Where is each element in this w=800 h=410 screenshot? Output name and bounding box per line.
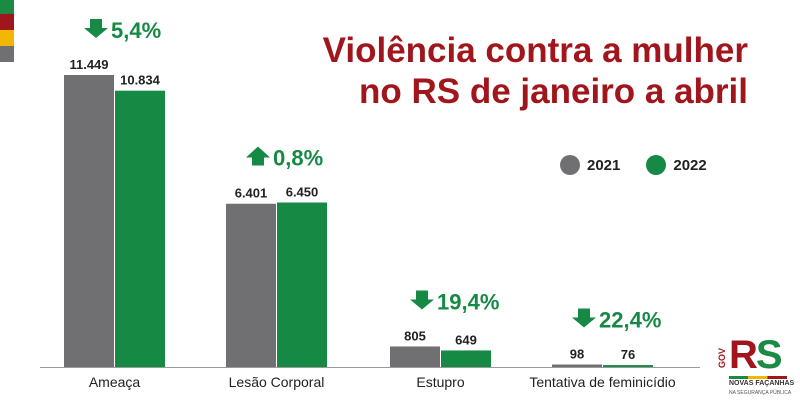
bar-2022-2 [441, 350, 491, 367]
bar-2022-1 [277, 202, 327, 367]
arrow-down-icon [410, 290, 434, 310]
bar-2021-3 [552, 364, 602, 367]
change-percent-3: 22,4% [599, 308, 661, 333]
x-tick-label-1: Lesão Corporal [229, 374, 325, 390]
logo-color-bar [729, 376, 787, 379]
flag-stripe-green [0, 0, 14, 14]
logo-rs-mark: RS [729, 333, 783, 377]
x-tick-label-2: Estupro [416, 374, 464, 390]
legend-swatch-2022 [646, 155, 667, 175]
legend-item-2022: 2022 [646, 155, 707, 175]
data-label-2021-2: 805 [404, 328, 426, 343]
logo-subtagline: NA SEGURANÇA PÚBLICA [729, 390, 792, 396]
bar-2021-1 [226, 203, 276, 367]
logo-tagline: NOVAS FAÇANHAS [729, 380, 795, 387]
data-label-2021-0: 11.449 [69, 57, 108, 72]
flag-stripe-yellow [0, 30, 14, 46]
arrow-down-icon [572, 308, 596, 328]
legend-swatch-2021 [560, 155, 580, 175]
x-tick-label-3: Tentativa de feminicídio [529, 374, 676, 390]
bar-2022-3 [603, 365, 653, 367]
chart-legend: 2021 2022 [560, 155, 707, 175]
arrow-up-icon [246, 146, 270, 166]
bar-2021-0 [64, 75, 114, 367]
change-percent-0: 5,4% [111, 18, 161, 43]
chart-title-line-1: Violência contra a mulher [322, 31, 748, 70]
arrow-down-icon [84, 19, 108, 38]
legend-label-2021: 2021 [587, 156, 621, 174]
data-label-2022-1: 6.450 [286, 184, 319, 199]
data-label-2022-2: 649 [455, 332, 477, 347]
bar-2022-0 [115, 90, 165, 367]
change-percent-2: 19,4% [437, 289, 499, 314]
change-percent-1: 0,8% [273, 145, 323, 170]
data-label-2022-0: 10.834 [120, 73, 161, 88]
logo-gov-text: GOV [717, 348, 727, 369]
data-label-2021-3: 98 [570, 347, 584, 362]
flag-stripe-gray [0, 46, 14, 62]
rs-government-logo: GOV RS NOVAS FAÇANHAS NA SEGURANÇA PÚBLI… [716, 333, 794, 399]
bar-2021-2 [390, 346, 440, 367]
flag-stripe-red [0, 14, 14, 30]
legend-item-2021: 2021 [560, 155, 620, 175]
data-label-2021-1: 6.401 [235, 186, 268, 201]
chart-title-line-2: no RS de janeiro a abril [359, 72, 748, 111]
data-label-2022-3: 76 [621, 347, 635, 362]
legend-label-2022: 2022 [673, 156, 707, 174]
chart-title: Violência contra a mulher no RS de janei… [323, 30, 748, 112]
x-tick-label-0: Ameaça [89, 374, 141, 390]
